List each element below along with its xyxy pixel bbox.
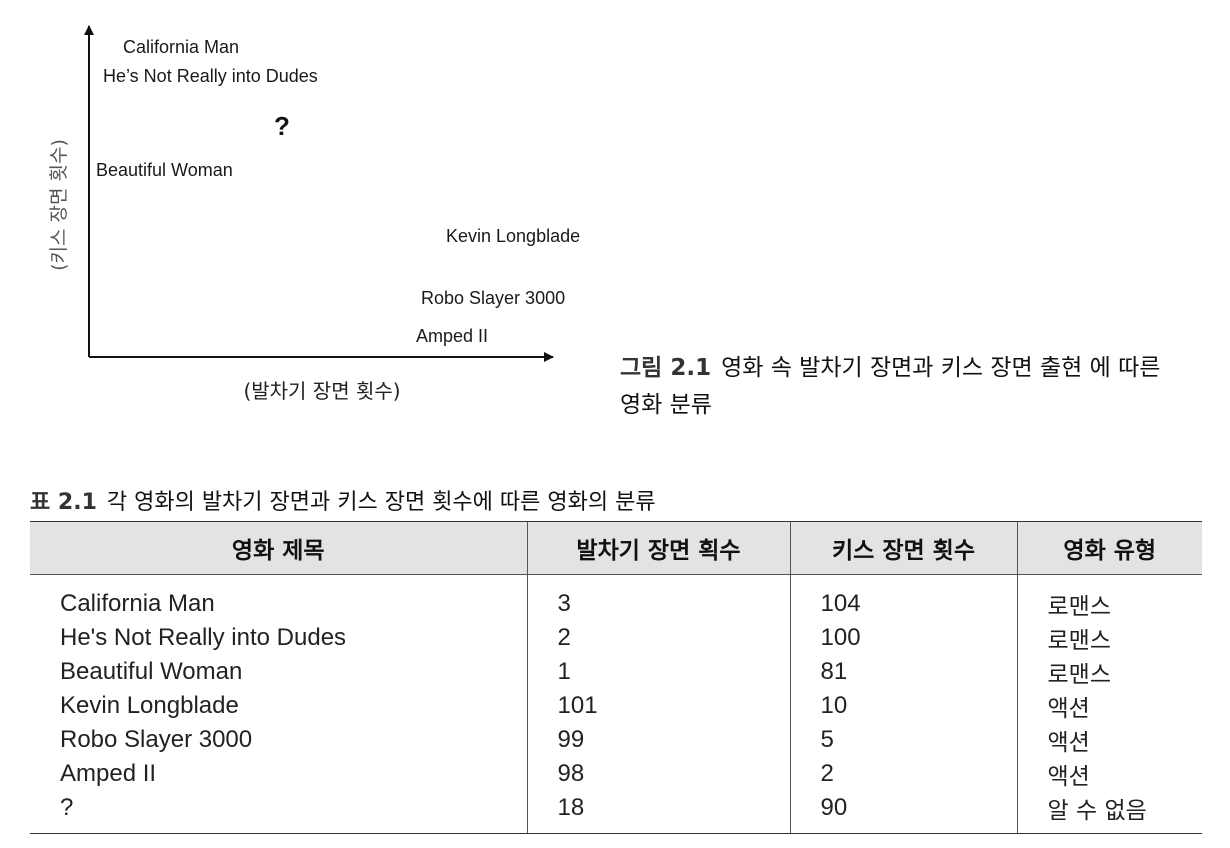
cell-kisses: 81 [789, 655, 1017, 689]
movie-table: 영화 제목 발차기 장면 획수 키스 장면 횟수 영화 유형 Californi… [30, 521, 1202, 834]
cell-title: Amped II [60, 760, 157, 787]
cell-title: California Man [60, 590, 215, 617]
figure-caption-number: 그림 2.1 [620, 355, 712, 381]
cell-kisses: 2 [789, 757, 1017, 791]
cell-title: Robo Slayer 3000 [60, 726, 253, 753]
point-label-unknown: ? [274, 111, 290, 141]
point-label-amped-ii: Amped II [416, 326, 488, 346]
table-row: Kevin Longblade 101 10 액션 [30, 689, 1202, 723]
cell-kicks: 18 [526, 791, 790, 834]
cell-type: 액션 [1016, 723, 1202, 757]
cell-kicks: 1 [526, 655, 790, 689]
point-label-california-man: California Man [123, 37, 239, 57]
header-movie-title: 영화 제목 [30, 521, 527, 575]
cell-kisses: 104 [789, 574, 1017, 621]
table-row: ? 18 90 알 수 없음 [30, 791, 1202, 834]
table-caption: 표 2.1 각 영화의 발차기 장면과 키스 장면 횟수에 따른 영화의 분류 [30, 484, 656, 516]
cell-kicks: 3 [526, 574, 790, 621]
cell-kicks: 98 [526, 757, 790, 791]
table-row: He's Not Really into Dudes 2 100 로맨스 [30, 621, 1202, 655]
header-kiss-count: 키스 장면 횟수 [789, 521, 1017, 575]
cell-kisses: 100 [789, 621, 1017, 655]
table-row: Robo Slayer 3000 99 5 액션 [30, 723, 1202, 757]
cell-title: He's Not Really into Dudes [60, 624, 347, 651]
scatter-figure: California Man He’s Not Really into Dude… [48, 25, 580, 403]
y-axis-label: (키스 장면 횟수) [48, 139, 70, 271]
figure-caption-text: 영화 속 발차기 장면과 키스 장면 출현 에 따른 영화 분류 [620, 355, 1161, 418]
cell-kicks: 99 [526, 723, 790, 757]
header-kick-count: 발차기 장면 획수 [526, 521, 790, 575]
figure-caption: 그림 2.1 영화 속 발차기 장면과 키스 장면 출현 에 따른 영화 분류 [620, 350, 1180, 424]
cell-kisses: 10 [789, 689, 1017, 723]
table-row: Beautiful Woman 1 81 로맨스 [30, 655, 1202, 689]
table-row: California Man 3 104 로맨스 [30, 574, 1202, 621]
table-caption-number: 표 2.1 [30, 490, 97, 515]
cell-title: ? [30, 791, 527, 834]
cell-type: 로맨스 [1016, 621, 1202, 655]
cell-type: 액션 [1016, 757, 1202, 791]
header-movie-type: 영화 유형 [1016, 521, 1202, 575]
cell-type: 액션 [1016, 689, 1202, 723]
point-label-beautiful-woman: Beautiful Woman [96, 160, 233, 180]
table-row: Amped II 98 2 액션 [30, 757, 1202, 791]
cell-title: Kevin Longblade [60, 692, 239, 719]
cell-title: Beautiful Woman [60, 658, 243, 685]
table-header-row: 영화 제목 발차기 장면 획수 키스 장면 횟수 영화 유형 [30, 521, 1202, 575]
cell-kicks: 101 [526, 689, 790, 723]
cell-type: 로맨스 [1016, 574, 1202, 621]
cell-kisses: 90 [789, 791, 1017, 834]
x-axis-label: (발차기 장면 횟수) [243, 379, 400, 403]
table-caption-text: 각 영화의 발차기 장면과 키스 장면 횟수에 따른 영화의 분류 [106, 490, 656, 515]
point-label-hes-not-really-into-dudes: He’s Not Really into Dudes [103, 66, 318, 86]
cell-type: 알 수 없음 [1016, 791, 1202, 834]
cell-type: 로맨스 [1016, 655, 1202, 689]
cell-kicks: 2 [526, 621, 790, 655]
point-label-kevin-longblade: Kevin Longblade [446, 226, 580, 246]
cell-kisses: 5 [789, 723, 1017, 757]
point-label-robo-slayer-3000: Robo Slayer 3000 [421, 288, 565, 308]
